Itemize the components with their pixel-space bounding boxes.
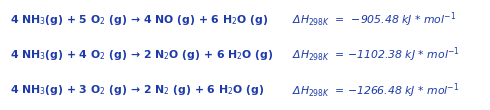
Text: 4 NH$_3$(g) + 5 O$_2$ (g) → 4 NO (g) + 6 H$_2$O (g): 4 NH$_3$(g) + 5 O$_2$ (g) → 4 NO (g) + 6…: [10, 13, 268, 27]
Text: Δ$H_{298K}$  =  −905.48 kJ * mol$^{-1}$: Δ$H_{298K}$ = −905.48 kJ * mol$^{-1}$: [292, 10, 456, 29]
Text: 4 NH$_3$(g) + 4 O$_2$ (g) → 2 N$_2$O (g) + 6 H$_2$O (g): 4 NH$_3$(g) + 4 O$_2$ (g) → 2 N$_2$O (g)…: [10, 48, 273, 62]
Text: Δ$H_{298K}$  = −1266.48 kJ * mol$^{-1}$: Δ$H_{298K}$ = −1266.48 kJ * mol$^{-1}$: [292, 81, 459, 100]
Text: Δ$H_{298K}$  = −1102.38 kJ * mol$^{-1}$: Δ$H_{298K}$ = −1102.38 kJ * mol$^{-1}$: [292, 46, 459, 64]
Text: 4 NH$_3$(g) + 3 O$_2$ (g) → 2 N$_2$ (g) + 6 H$_2$O (g): 4 NH$_3$(g) + 3 O$_2$ (g) → 2 N$_2$ (g) …: [10, 83, 264, 97]
